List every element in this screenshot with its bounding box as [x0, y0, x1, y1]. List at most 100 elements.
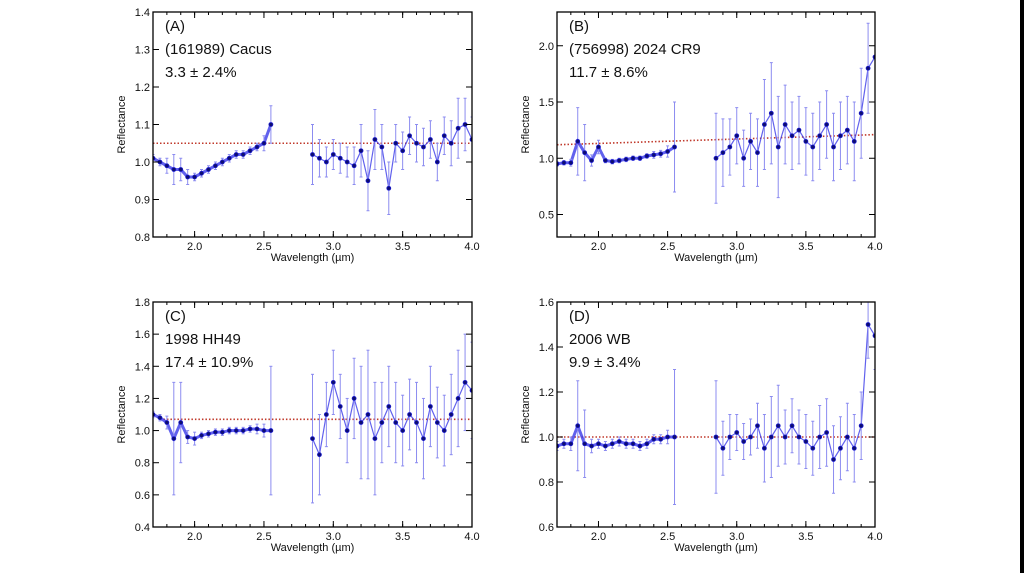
data-point — [344, 428, 350, 433]
data-point — [351, 396, 357, 401]
x-tick-label: 3.0 — [729, 531, 744, 543]
y-tick-label: 1.6 — [539, 297, 554, 309]
data-point — [323, 412, 329, 417]
data-point — [310, 152, 315, 157]
data-point — [782, 122, 788, 127]
data-point — [824, 122, 830, 127]
y-tick-label: 1.0 — [539, 153, 554, 165]
object-name: 2006 WB — [569, 331, 631, 348]
x-tick-label: 2.5 — [256, 531, 271, 543]
data-point — [233, 152, 239, 157]
data-point — [393, 140, 399, 146]
data-point — [441, 133, 447, 139]
x-tick-label: 3.5 — [395, 241, 410, 253]
data-point — [637, 155, 643, 161]
frame-edge — [1020, 0, 1024, 573]
panel-d: 2.0 2.5 3.0 3.5 4.0 0.6 0.8 1.0 1.2 1.4 1.6 Wavelen… — [520, 297, 883, 554]
y-tick-label: 0.8 — [135, 458, 150, 470]
x-axis-label: Wavelength (µm) — [271, 542, 355, 554]
data-point — [817, 133, 823, 139]
value-text: 9.9 ± 3.4% — [569, 354, 641, 371]
data-point — [386, 185, 392, 191]
x-tick-label: 3.0 — [326, 241, 341, 253]
data-point — [427, 137, 433, 142]
data-point — [185, 434, 191, 440]
spectrum-line — [312, 123, 472, 189]
data-point — [844, 127, 850, 133]
data-point — [393, 420, 399, 425]
data-point — [240, 428, 246, 433]
data-point — [761, 445, 767, 451]
data-point — [589, 158, 594, 163]
x-axis-label: Wavelength (µm) — [674, 542, 758, 554]
data-point — [761, 122, 767, 127]
data-point — [178, 167, 184, 172]
data-point — [448, 140, 454, 146]
data-point — [665, 149, 671, 154]
y-tick-label: 0.4 — [135, 522, 150, 534]
data-point — [824, 430, 830, 435]
data-point — [651, 152, 657, 158]
data-point — [379, 420, 385, 425]
data-point — [337, 155, 343, 161]
plot-frame — [556, 11, 876, 238]
panel-label: (D) — [569, 308, 590, 325]
data-point — [582, 150, 588, 156]
object-name: (161989) Cacus — [165, 41, 272, 58]
y-tick-label: 0.9 — [135, 195, 150, 207]
data-point — [568, 441, 574, 447]
y-tick-label: 0.6 — [539, 522, 554, 534]
data-point — [358, 420, 364, 425]
data-point — [672, 144, 677, 150]
data-point — [400, 148, 406, 154]
data-point — [623, 156, 629, 162]
y-tick-label: 0.5 — [539, 210, 554, 222]
panel-label: (C) — [165, 308, 186, 325]
data-point — [247, 148, 253, 154]
plot-area — [153, 333, 472, 504]
data-point — [768, 110, 774, 116]
data-point — [351, 163, 357, 169]
data-point — [427, 404, 433, 409]
y-tick-label: 0.6 — [135, 490, 150, 502]
data-point — [865, 322, 871, 327]
data-point — [602, 443, 608, 449]
spectrum-line — [557, 421, 675, 448]
x-tick-label: 3.5 — [798, 241, 813, 253]
data-point — [623, 441, 629, 447]
data-point — [831, 457, 836, 462]
data-point — [310, 436, 315, 442]
y-axis-label: Reflectance — [116, 95, 128, 153]
data-point — [365, 178, 371, 184]
data-point — [365, 412, 371, 417]
y-tick-label: 1.2 — [539, 387, 554, 399]
data-point — [372, 137, 378, 142]
data-point — [372, 436, 378, 442]
data-point — [582, 441, 588, 447]
data-point — [386, 404, 392, 409]
panel-a: 2.0 2.5 3.0 3.5 4.0 0.8 0.9 1.0 1.1 1.2 1.3 1.4 Wave… — [116, 7, 480, 264]
data-point — [768, 434, 774, 440]
data-point — [254, 426, 260, 432]
data-point — [796, 434, 802, 440]
data-point — [268, 122, 274, 127]
spectrum-line — [311, 381, 472, 457]
data-point — [462, 379, 468, 385]
data-point — [748, 434, 753, 440]
y-tick-label: 1.0 — [135, 426, 150, 438]
data-point — [713, 434, 719, 440]
data-point — [810, 445, 816, 451]
plot-area — [557, 302, 875, 505]
data-point — [817, 434, 823, 440]
data-point — [575, 423, 581, 429]
x-tick-label: 2.5 — [256, 241, 271, 253]
value-text: 17.4 ± 10.9% — [165, 354, 253, 371]
y-tick-label: 1.4 — [539, 342, 554, 354]
spectrum-line — [715, 56, 875, 161]
data-point — [226, 428, 232, 433]
y-tick-label: 1.3 — [135, 45, 150, 57]
data-point — [157, 415, 163, 421]
data-point — [317, 452, 322, 458]
data-point — [575, 138, 581, 144]
